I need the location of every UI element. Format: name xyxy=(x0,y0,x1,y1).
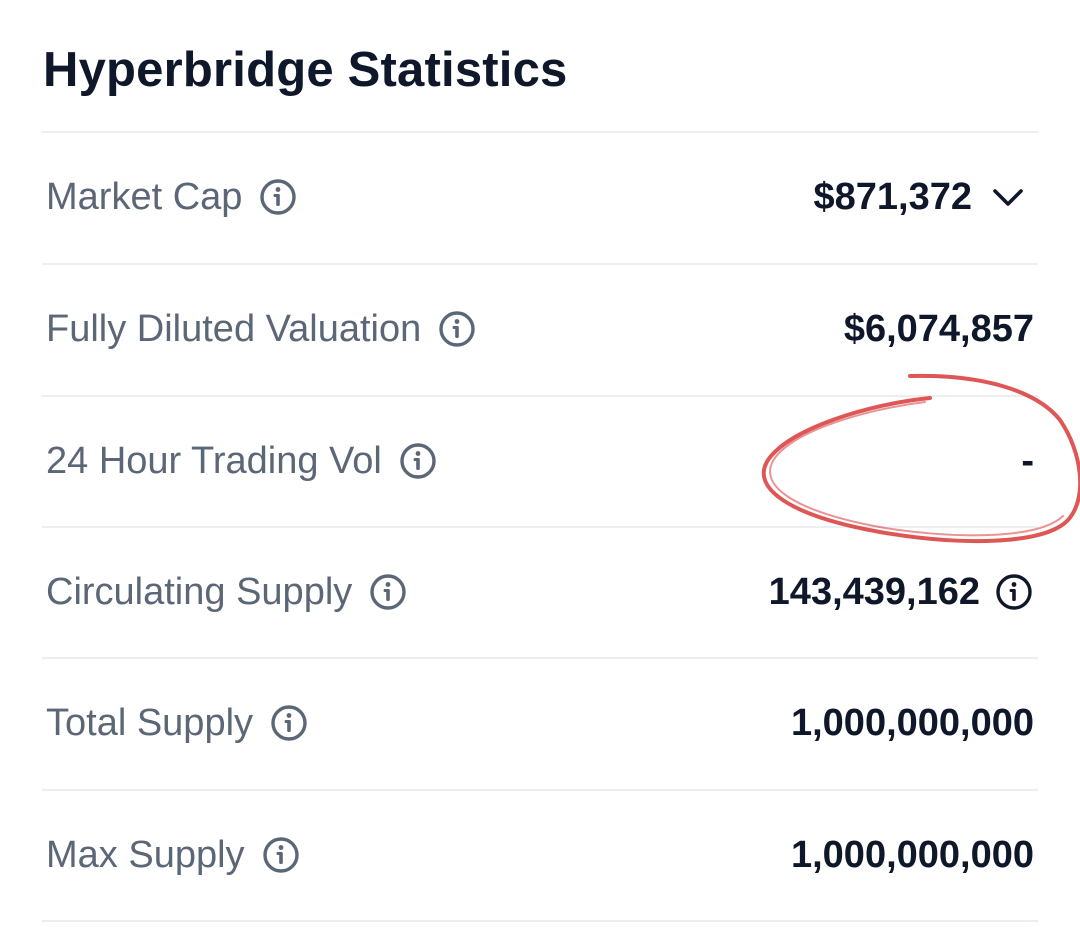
stat-value-group: - xyxy=(1021,396,1034,526)
stat-row-24h-trading-vol: 24 Hour Trading Vol - xyxy=(42,396,1038,526)
page-title: Hyperbridge Statistics xyxy=(43,43,568,97)
divider xyxy=(42,131,1038,133)
stat-label-group: Fully Diluted Valuation xyxy=(46,264,477,394)
stat-value: $871,372 xyxy=(813,175,973,218)
stat-value: - xyxy=(1021,439,1034,482)
stat-label-group: Total Supply xyxy=(46,658,309,788)
stat-value-group: 1,000,000,000 xyxy=(791,790,1034,920)
stat-row-circulating-supply: Circulating Supply 143,439,162 xyxy=(42,527,1038,657)
stat-row-market-cap: Market Cap $871,372 xyxy=(42,132,1038,262)
info-icon[interactable] xyxy=(437,309,477,349)
stat-row-max-supply: Max Supply 1,000,000,000 xyxy=(42,790,1038,920)
stat-label: Max Supply xyxy=(46,833,245,876)
divider xyxy=(42,789,1038,791)
info-icon[interactable] xyxy=(994,572,1034,612)
stat-label: Circulating Supply xyxy=(46,570,353,613)
chevron-down-icon[interactable] xyxy=(988,177,1028,217)
divider xyxy=(42,526,1038,528)
stat-label-group: Max Supply xyxy=(46,790,301,920)
divider xyxy=(42,920,1038,922)
divider xyxy=(42,395,1038,397)
stat-label-group: Circulating Supply xyxy=(46,527,408,657)
stat-label: 24 Hour Trading Vol xyxy=(46,439,382,482)
stat-label: Total Supply xyxy=(46,701,254,744)
info-icon[interactable] xyxy=(261,835,301,875)
info-icon[interactable] xyxy=(398,441,438,481)
stat-label-group: 24 Hour Trading Vol xyxy=(46,396,438,526)
stat-label: Fully Diluted Valuation xyxy=(46,307,422,350)
info-icon[interactable] xyxy=(368,572,408,612)
stat-row-total-supply: Total Supply 1,000,000,000 xyxy=(42,658,1038,788)
stat-value-group: 1,000,000,000 xyxy=(791,658,1034,788)
divider xyxy=(42,263,1038,265)
stat-value: 143,439,162 xyxy=(768,570,980,613)
stat-value: 1,000,000,000 xyxy=(790,701,1034,744)
stat-row-fully-diluted-valuation: Fully Diluted Valuation $6,074,857 xyxy=(42,264,1038,394)
info-icon[interactable] xyxy=(269,703,309,743)
stat-value: $6,074,857 xyxy=(843,307,1034,350)
divider xyxy=(42,657,1038,659)
stat-label: Market Cap xyxy=(46,175,243,218)
stat-value-group: $871,372 xyxy=(814,132,1035,262)
info-icon[interactable] xyxy=(258,177,298,217)
stat-value-group: $6,074,857 xyxy=(844,264,1034,394)
stat-label-group: Market Cap xyxy=(46,132,298,262)
stat-value-group: 143,439,162 xyxy=(769,527,1034,657)
stat-value: 1,000,000,000 xyxy=(790,833,1034,876)
